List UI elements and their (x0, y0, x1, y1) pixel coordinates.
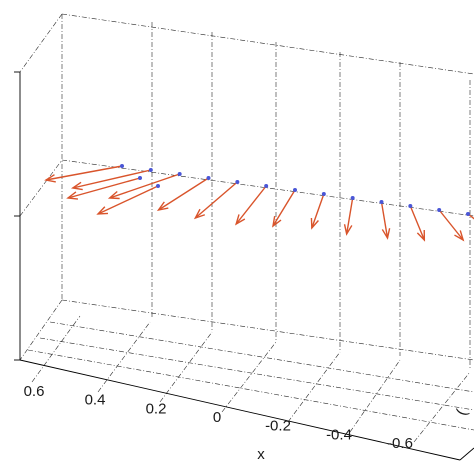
arrow-6-head (272, 216, 282, 228)
axis-edge-2 (459, 447, 474, 461)
arrow-9-point (379, 200, 384, 204)
vector-field (44, 164, 474, 242)
axis-edge-1 (19, 359, 461, 461)
arrow-6-point (293, 188, 297, 192)
grid-line-21 (61, 159, 474, 217)
x-tick-label: 0.6 (24, 383, 45, 400)
arrow-6-shaft (272, 189, 296, 227)
grid-line-11 (97, 321, 151, 393)
grid-line-16 (413, 371, 471, 443)
grid-line-17 (39, 337, 474, 411)
arrow-8-point (350, 196, 355, 200)
arrow-4-shaft (194, 181, 238, 219)
x-tick-label: 0.4 (85, 392, 106, 409)
grid-line-18 (27, 349, 474, 431)
grid-line-13 (221, 341, 277, 413)
arrow-11-point (437, 208, 442, 212)
x-tick-label: -0.2 (265, 418, 291, 435)
arrow-7-head (310, 217, 319, 230)
arrow-2-shaft (109, 173, 180, 199)
grid-line-14 (287, 351, 341, 423)
arrow-5-point (264, 184, 269, 188)
arrow-3-head (156, 201, 169, 212)
arrow-2-point (177, 172, 182, 176)
grid-line-15 (349, 359, 401, 433)
arrow-front-0-head (66, 191, 79, 200)
arrow-0-shaft (45, 165, 123, 181)
x-tick-label: -0.6 (387, 435, 413, 452)
grid-line-9 (19, 299, 63, 361)
grid-line-20 (19, 159, 63, 217)
x-tick-label: 0 (213, 409, 221, 426)
arrow-11-shaft (438, 209, 464, 241)
x-tick-label: 0.2 (146, 400, 167, 417)
arrow-5-head (234, 214, 246, 226)
arrow-7-shaft (311, 193, 325, 229)
arrow-front-0-shaft (67, 177, 141, 199)
arrow-3-point (206, 176, 211, 180)
arrow-9-shaft (380, 201, 389, 239)
arrow-front-1-point (156, 184, 160, 188)
arrow-8-head (343, 224, 353, 236)
x-axis-ticks: 0.6 0.4 0.2 0 -0.2 -0.4 -0.6 (24, 383, 413, 452)
arrow-5-shaft (235, 185, 267, 225)
arrow-3-shaft (158, 177, 209, 211)
arrow-front-1-shaft (97, 185, 159, 215)
arrow-front-1-head (96, 206, 109, 215)
grid-line-8 (61, 299, 474, 361)
arrow-8-shaft (345, 197, 354, 235)
arrow-12-point (466, 212, 470, 216)
arrow-2-head (107, 190, 120, 200)
arrow-1-head (70, 181, 83, 191)
arrow-10-shaft (409, 205, 425, 241)
x-axis-label: x (257, 446, 265, 463)
axes-box (14, 71, 474, 461)
arrow-11-head (454, 230, 465, 242)
arrow-4-head (193, 208, 206, 220)
arrow-0-point (120, 164, 124, 168)
arrow-front-0-point (138, 176, 142, 180)
arrow-7-point (321, 192, 326, 196)
x-tick-label: -0.4 (326, 426, 352, 443)
arrow-1-point (148, 168, 153, 172)
arrow-10-head (416, 229, 426, 242)
arrow-9-head (381, 228, 391, 240)
grid-line-0 (61, 13, 474, 75)
grid-lines (19, 13, 474, 443)
y-axis-label-partial: ( (453, 407, 471, 418)
grid-line-19 (49, 321, 474, 393)
arrow-12-shaft (467, 213, 474, 220)
arrow-4-point (235, 180, 240, 184)
grid-line-10 (31, 315, 81, 383)
arrow-10-point (408, 204, 413, 208)
arrow-0-head (44, 174, 56, 183)
arrow-1-shaft (72, 169, 151, 189)
grid-line-1 (19, 13, 63, 73)
grid-line-12 (159, 331, 213, 403)
